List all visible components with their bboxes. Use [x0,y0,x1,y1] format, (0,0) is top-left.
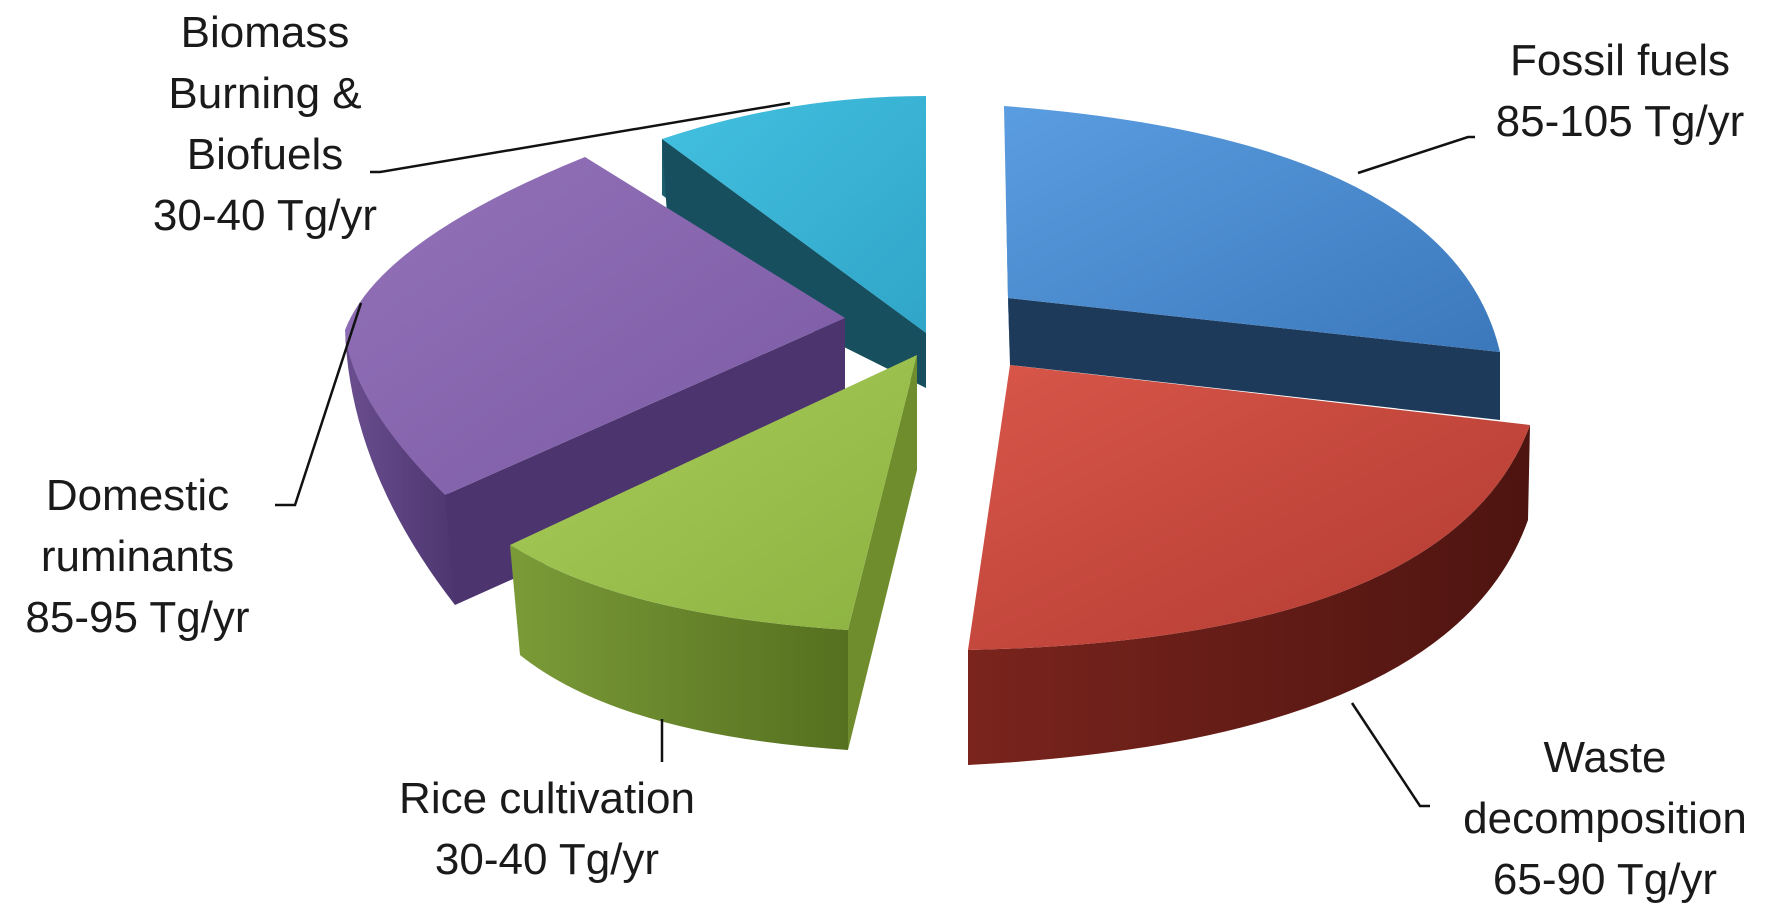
label-fossil-value: 85-105 Tg/yr [1495,97,1745,146]
label-biomass-name-2: Burning & [168,69,362,118]
leader-lines [275,101,1475,808]
slice-fossil-top [1004,106,1500,352]
slice-rice [510,355,917,750]
label-waste-value: 65-90 Tg/yr [1492,855,1718,904]
slice-fossil [1004,106,1500,420]
label-waste-name: Waste [1543,733,1667,782]
slice-biomass [662,96,926,388]
label-fossil: Fossil fuels 85-105 Tg/yr [1470,30,1770,152]
leader-line-waste [1350,702,1430,808]
label-biomass-name: Biomass [180,8,350,57]
label-ruminants-value: 85-95 Tg/yr [25,593,250,642]
label-ruminants-name-2: ruminants [40,532,235,581]
label-biomass-name-3: Biofuels [186,130,344,179]
slice-ruminants-top [345,157,845,495]
leader-line-biomass [370,101,791,174]
label-rice-value: 30-40 Tg/yr [434,835,660,884]
label-biomass-value: 30-40 Tg/yr [152,191,378,240]
slice-rice-top [510,355,917,630]
slice-rice-side [510,545,848,750]
slice-biomass-top [662,96,926,333]
label-ruminants: Domestic ruminants 85-95 Tg/yr [0,465,275,648]
label-ruminants-name: Domestic [45,471,230,520]
slice-biomass-front [662,139,926,388]
slice-waste [968,365,1530,765]
label-waste: Waste decomposition 65-90 Tg/yr [1430,727,1780,910]
slice-ruminants-side [345,330,455,605]
label-fossil-name: Fossil fuels [1509,36,1731,85]
label-rice: Rice cultivation 30-40 Tg/yr [362,768,732,890]
slice-waste-side [968,425,1530,765]
label-waste-name-2: decomposition [1463,794,1747,843]
label-rice-name: Rice cultivation [399,774,695,823]
leader-line-ruminants [275,302,363,507]
label-biomass: Biomass Burning & Biofuels 30-40 Tg/yr [120,2,410,246]
slice-rice-cut [848,355,917,750]
leader-line-fossil [1357,135,1475,175]
slice-fossil-side [1008,298,1500,420]
slice-waste-top [968,365,1530,650]
